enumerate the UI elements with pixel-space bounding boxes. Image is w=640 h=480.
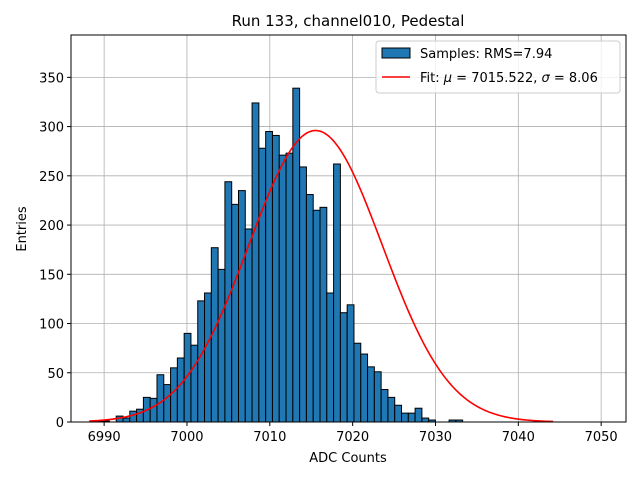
histogram-bar <box>346 304 355 423</box>
histogram-bar <box>387 396 396 423</box>
histogram-bar <box>197 300 206 423</box>
legend-fit-prefix: Fit: <box>420 71 444 86</box>
histogram-bar <box>407 412 416 423</box>
chart-title: Run 133, channel010, Pedestal <box>232 12 465 30</box>
histogram-bar <box>122 417 131 423</box>
x-tick-label: 7000 <box>170 430 203 445</box>
histogram-bar <box>305 194 314 423</box>
y-tick-label: 300 <box>39 121 64 136</box>
histogram-bar <box>278 154 287 423</box>
histogram-bar <box>231 203 239 423</box>
histogram-bar <box>176 357 185 423</box>
histogram-bar <box>217 268 226 423</box>
histogram-bar <box>204 292 212 423</box>
histogram-bar <box>353 342 362 423</box>
histogram-bar <box>163 384 172 423</box>
legend-sigma-value: = 8.06 <box>550 71 598 86</box>
legend-mu-value: = 7015.522, <box>452 71 541 86</box>
grid <box>71 35 626 423</box>
fit-curve-layer <box>89 129 554 423</box>
y-tick-label: 0 <box>56 416 64 431</box>
histogram-bar <box>319 206 328 423</box>
x-axis: 6990 7000 7010 7020 7030 7040 7050 <box>88 422 618 445</box>
histogram-bar <box>190 344 199 423</box>
histogram-bar <box>149 397 158 423</box>
y-axis: 0 50 100 150 200 250 300 350 <box>39 71 71 431</box>
histogram-bar <box>394 404 403 423</box>
histogram-bar <box>312 209 321 423</box>
legend-sigma-symbol: σ <box>542 71 551 86</box>
y-tick-label: 100 <box>39 318 64 333</box>
x-tick-label: 7030 <box>419 430 452 445</box>
histogram-bar <box>156 374 165 423</box>
histogram-bar <box>265 131 273 423</box>
legend-samples-label: Samples: RMS=7.94 <box>420 47 552 62</box>
histogram-bar <box>339 312 348 423</box>
histogram-bar <box>292 87 301 423</box>
histogram-bar <box>421 417 430 423</box>
histogram-bar <box>360 353 369 423</box>
histogram-bar <box>129 410 138 423</box>
histogram-bar <box>326 292 335 423</box>
y-tick-label: 200 <box>39 219 64 234</box>
histogram-bars <box>95 87 464 423</box>
histogram-bar <box>401 412 409 423</box>
x-tick-label: 7040 <box>502 430 535 445</box>
histogram-bar <box>333 163 341 423</box>
histogram-bar <box>258 147 267 423</box>
fit-curve <box>89 129 554 423</box>
histogram-bar <box>244 228 253 423</box>
histogram-bar <box>414 407 423 423</box>
x-tick-label: 7050 <box>585 430 618 445</box>
histogram-bar <box>373 371 382 423</box>
legend-samples-swatch <box>381 47 411 59</box>
y-tick-label: 150 <box>39 268 64 283</box>
y-tick-label: 50 <box>47 367 64 382</box>
histogram-bar <box>367 366 375 423</box>
histogram-bar <box>170 367 178 423</box>
histogram-bar <box>285 152 294 423</box>
x-tick-label: 7020 <box>336 430 369 445</box>
histogram-bar <box>299 166 307 423</box>
legend-box <box>375 40 621 94</box>
legend-fit-label: Fit: μ = 7015.522, σ = 8.06 <box>420 71 598 86</box>
x-axis-title: ADC Counts <box>309 451 387 466</box>
histogram-bar <box>380 389 389 423</box>
legend-mu-symbol: μ <box>443 71 452 86</box>
y-tick-label: 350 <box>39 71 64 86</box>
y-axis-title: Entries <box>15 206 30 252</box>
histogram-bar <box>237 190 246 423</box>
plot-frame <box>70 34 627 423</box>
y-tick-label: 250 <box>39 170 64 185</box>
x-tick-label: 7010 <box>253 430 286 445</box>
histogram-bar <box>251 102 260 423</box>
x-tick-label: 6990 <box>88 430 121 445</box>
legend: Samples: RMS=7.94 Fit: μ = 7015.522, σ =… <box>375 40 621 94</box>
